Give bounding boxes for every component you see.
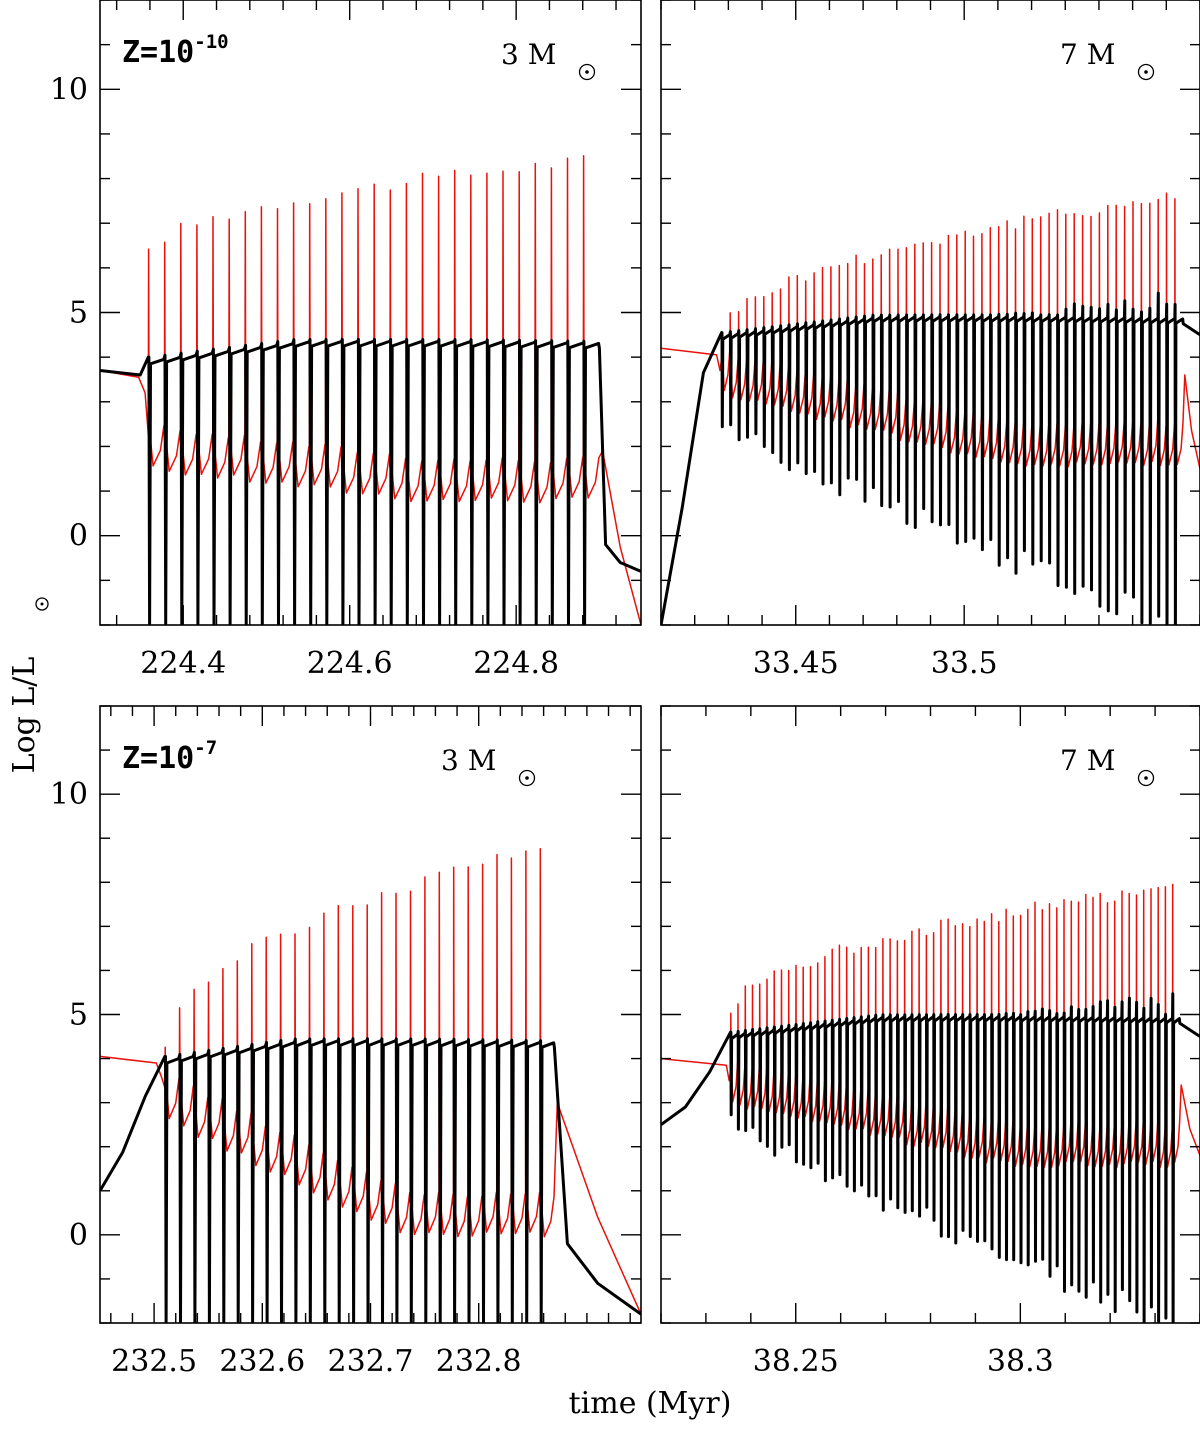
x-tick-label: 224.4 <box>140 646 226 681</box>
x-tick-label: 38.25 <box>753 1344 839 1379</box>
panel-bottom-left: 0 5 10 232.5 232.6 232.7 232.8 Z=10-7 3 M <box>50 705 642 1379</box>
y-tick-label: 0 <box>69 1218 88 1253</box>
y-axis-label: Log L/L <box>7 657 42 774</box>
ylabel-sun-dot <box>40 602 44 606</box>
x-tick-label: 232.8 <box>436 1344 522 1379</box>
sun-symbol-icon <box>1137 63 1155 81</box>
x-tick-label: 232.6 <box>219 1344 305 1379</box>
x-tick-label: 38.3 <box>987 1344 1054 1379</box>
panel-top-right: 33.45 33.5 7 M <box>660 0 1200 681</box>
plot-area <box>661 883 1200 1323</box>
mass-label: 7 M <box>1060 744 1115 777</box>
x-tick-label: 224.8 <box>473 646 559 681</box>
panel-frame <box>660 0 1200 626</box>
x-tick-label: 33.45 <box>753 646 839 681</box>
red-track-bottom-right <box>661 883 1200 1169</box>
mass-label: 7 M <box>1060 38 1115 71</box>
black-track-bottom-right <box>661 992 1200 1323</box>
panel-top-left: 0 5 10 224.4 224.6 224.8 Z=10-10 3 M <box>50 0 642 681</box>
black-track-top-left <box>100 337 641 625</box>
y-tick-label: 0 <box>69 519 88 554</box>
metallicity-label: Z=10-7 <box>122 737 217 776</box>
plot-area <box>100 847 641 1323</box>
sun-symbol-dot <box>585 70 589 74</box>
x-axis-label: time (Myr) <box>569 1386 732 1421</box>
plot-area <box>661 192 1200 625</box>
mass-label: 3 M <box>441 744 496 777</box>
sun-symbol-dot <box>1144 776 1148 780</box>
sun-symbol-icon <box>1137 769 1155 787</box>
black-track-bottom-left <box>100 1037 641 1323</box>
sun-symbol-icon <box>518 769 536 787</box>
y-tick-label: 10 <box>50 72 88 107</box>
panel-bottom-right: 38.25 38.3 7 M <box>660 705 1200 1379</box>
black-track-top-right <box>661 291 1200 625</box>
y-tick-label: 5 <box>69 998 88 1033</box>
x-tick-label: 232.5 <box>111 1344 197 1379</box>
y-tick-label: 10 <box>50 777 88 812</box>
x-tick-label: 224.6 <box>307 646 393 681</box>
x-tick-label: 33.5 <box>931 646 998 681</box>
plot-area <box>100 154 641 625</box>
sun-symbol-icon <box>578 63 596 81</box>
ylabel-sun-icon <box>35 597 49 611</box>
mass-label: 3 M <box>501 38 556 71</box>
x-tick-label: 232.7 <box>328 1344 414 1379</box>
sun-symbol-dot <box>525 776 529 780</box>
metallicity-label: Z=10-10 <box>122 31 229 70</box>
y-tick-label: 5 <box>69 296 88 331</box>
panel-frame <box>660 705 1200 1324</box>
sun-symbol-dot <box>1144 70 1148 74</box>
